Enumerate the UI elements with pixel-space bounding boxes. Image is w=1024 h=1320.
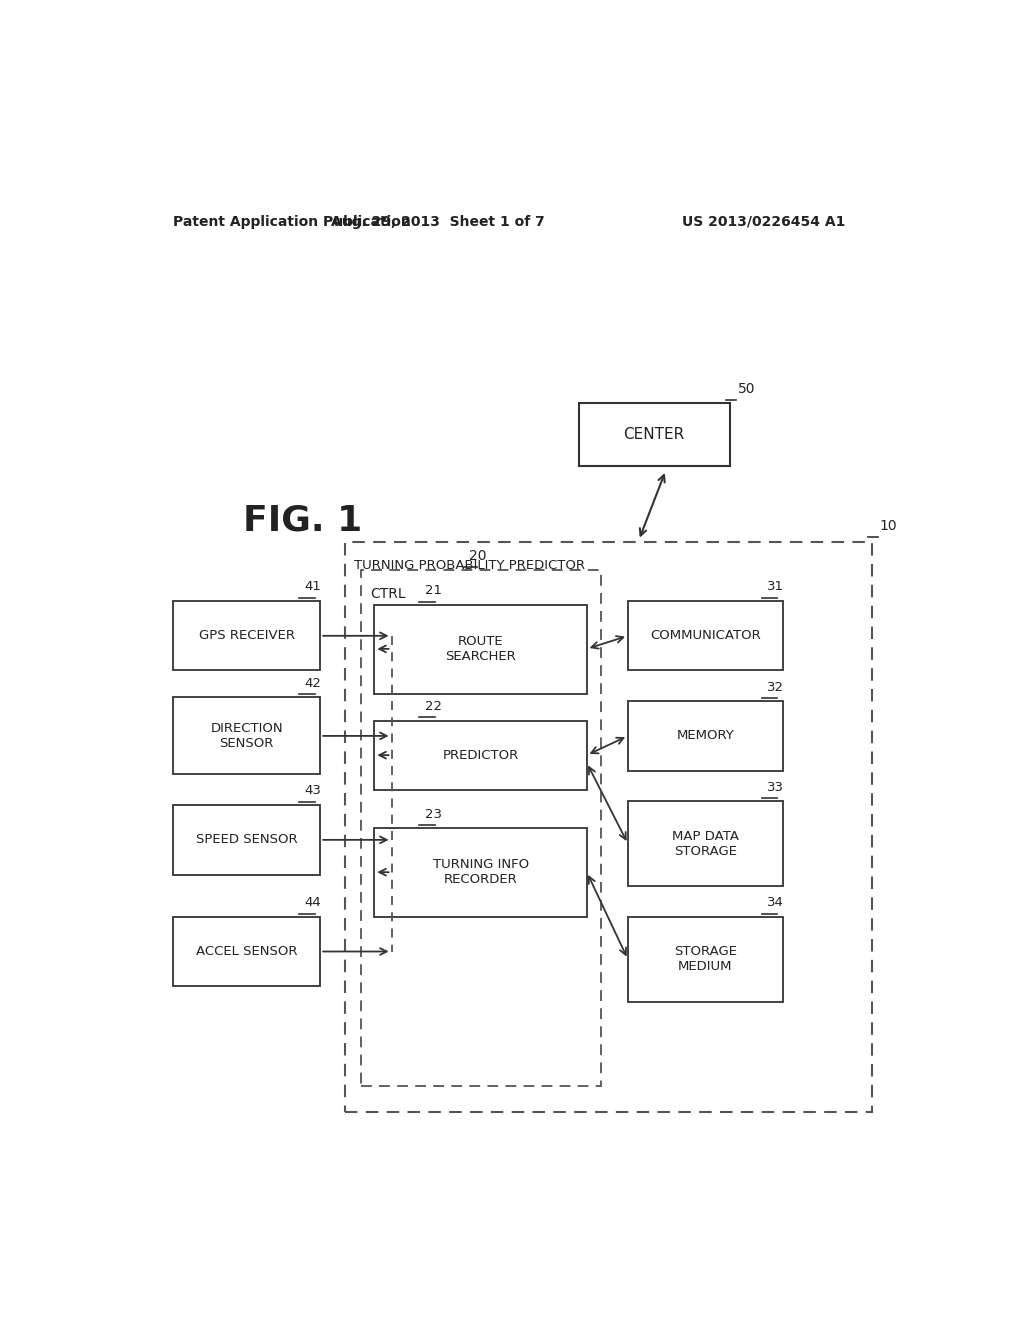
Bar (173, 805, 321, 875)
Text: PREDICTOR: PREDICTOR (442, 748, 519, 762)
Text: 21: 21 (425, 585, 441, 598)
Text: TURNING INFO
RECORDER: TURNING INFO RECORDER (432, 858, 528, 886)
Bar (628, 601, 783, 671)
Text: ROUTE
SEARCHER: ROUTE SEARCHER (445, 635, 516, 663)
Bar (628, 801, 783, 886)
Text: 22: 22 (425, 700, 441, 713)
Text: CENTER: CENTER (624, 428, 685, 442)
Text: 31: 31 (767, 581, 784, 594)
Text: 50: 50 (738, 381, 756, 396)
Text: DIRECTION
SENSOR: DIRECTION SENSOR (210, 722, 283, 750)
Text: 10: 10 (880, 519, 897, 533)
Text: CTRL: CTRL (370, 587, 406, 602)
Text: 41: 41 (305, 581, 322, 594)
Bar (628, 917, 783, 1002)
Text: Patent Application Publication: Patent Application Publication (173, 215, 411, 228)
Text: COMMUNICATOR: COMMUNICATOR (650, 630, 761, 643)
Bar (375, 721, 587, 789)
Text: TURNING PROBABILITY PREDICTOR: TURNING PROBABILITY PREDICTOR (354, 558, 586, 572)
Text: ACCEL SENSOR: ACCEL SENSOR (196, 945, 297, 958)
Bar (173, 697, 321, 775)
Text: 43: 43 (305, 784, 322, 797)
Text: MEMORY: MEMORY (677, 730, 734, 742)
Text: MAP DATA
STORAGE: MAP DATA STORAGE (672, 830, 739, 858)
Text: 42: 42 (305, 677, 322, 689)
Text: SPEED SENSOR: SPEED SENSOR (196, 833, 297, 846)
Bar (628, 701, 783, 771)
Bar (375, 605, 587, 693)
Bar (375, 829, 587, 917)
Text: 20: 20 (469, 549, 486, 562)
Bar (173, 601, 321, 671)
Text: US 2013/0226454 A1: US 2013/0226454 A1 (682, 215, 845, 228)
Text: STORAGE
MEDIUM: STORAGE MEDIUM (674, 945, 737, 973)
Bar (173, 917, 321, 986)
Text: 23: 23 (425, 808, 441, 821)
Text: 34: 34 (767, 896, 784, 909)
Bar (345, 543, 872, 1111)
Bar (360, 570, 601, 1086)
Text: 33: 33 (767, 780, 784, 793)
Text: GPS RECEIVER: GPS RECEIVER (199, 630, 295, 643)
Text: 44: 44 (305, 896, 322, 909)
Text: FIG. 1: FIG. 1 (243, 503, 361, 537)
Bar (579, 404, 730, 466)
Text: Aug. 29, 2013  Sheet 1 of 7: Aug. 29, 2013 Sheet 1 of 7 (331, 215, 545, 228)
Text: 32: 32 (767, 681, 784, 693)
